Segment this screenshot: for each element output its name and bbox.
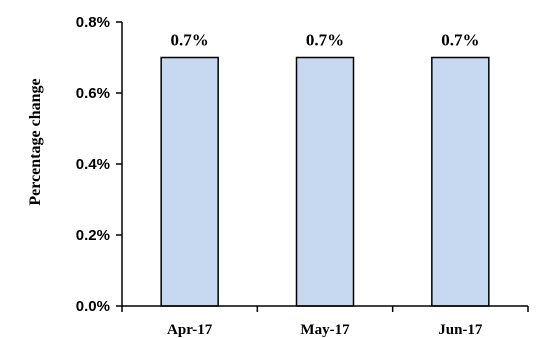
y-axis-label: Percentage change	[27, 78, 44, 205]
y-axis-ticks: 0.0% 0.2% 0.4% 0.6% 0.8%	[76, 14, 122, 315]
y-tick-label: 0.0%	[76, 298, 110, 315]
x-tick-label: Jun-17	[438, 322, 483, 338]
x-tick-label: Apr-17	[167, 322, 213, 338]
y-tick-label: 0.8%	[76, 14, 110, 31]
y-tick-label: 0.4%	[76, 156, 110, 173]
data-label: 0.7%	[171, 31, 209, 50]
y-tick-label: 0.6%	[76, 85, 110, 102]
data-label: 0.7%	[306, 31, 344, 50]
bars: 0.7% 0.7% 0.7%	[160, 31, 490, 307]
bar-apr-17	[160, 56, 219, 307]
bar-jun-17	[431, 56, 490, 307]
x-tick-label: May-17	[300, 322, 350, 338]
y-tick-label: 0.2%	[76, 227, 110, 244]
data-label: 0.7%	[441, 31, 479, 50]
x-axis-ticks: Apr-17 May-17 Jun-17	[121, 306, 529, 338]
bar-may-17	[295, 56, 355, 307]
